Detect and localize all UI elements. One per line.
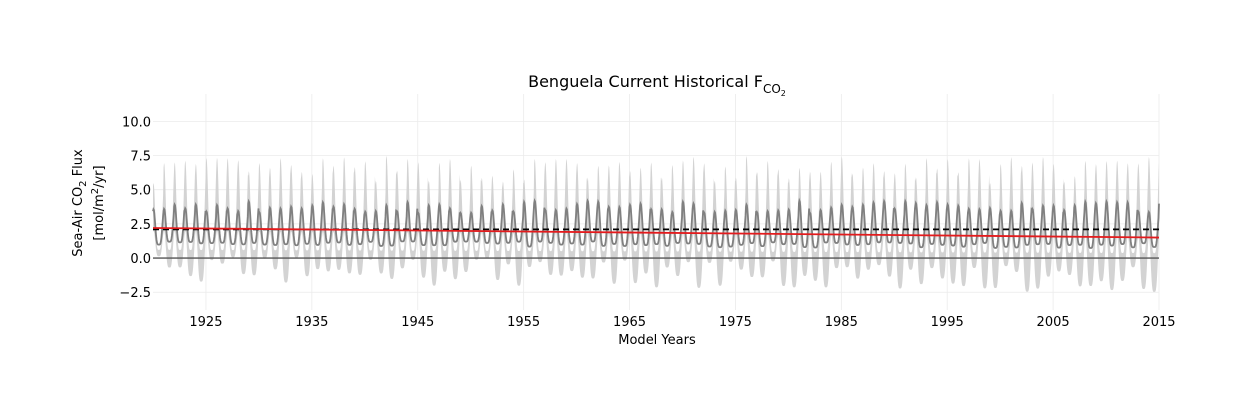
trend-line [152, 227, 1160, 239]
x-axis-label: Model Years [618, 333, 696, 348]
y-tick-label-5: 10.0 [122, 115, 151, 130]
y-axis-label: Sea-Air CO2 Flux [mol/m2/yr] [71, 149, 107, 257]
y-axis-label-line2: [mol/m2/yr] [90, 165, 107, 240]
x-tick-label-1: 1935 [295, 315, 328, 330]
chart-title-subsub: 2 [781, 89, 786, 98]
y-tick-label-3: 5.0 [130, 184, 151, 199]
chart-title-sub: CO [763, 82, 781, 96]
x-tick-label-0: 1925 [189, 315, 222, 330]
y-axis-label-line1: Sea-Air CO2 Flux [71, 149, 89, 257]
x-tick-label-3: 1955 [507, 315, 540, 330]
x-tick-label-4: 1965 [613, 315, 646, 330]
y-tick-label-0: −2.5 [119, 286, 151, 301]
x-tick-label-6: 1985 [825, 315, 858, 330]
ensemble-mean-line [152, 197, 1160, 249]
x-tick-label-7: 1995 [931, 315, 964, 330]
x-tick-label-2: 1945 [401, 315, 434, 330]
y-tick-label-4: 7.5 [130, 150, 151, 165]
x-tick-label-5: 1975 [719, 315, 752, 330]
x-tick-label-8: 2005 [1037, 315, 1070, 330]
line-layer [152, 197, 1160, 259]
y-axis-ticks: −2.5 0.0 2.5 5.0 7.5 10.0 [119, 115, 151, 301]
chart-title: Benguela Current Historical FCO2 [528, 72, 786, 98]
chart-title-main: Benguela Current Historical F [528, 72, 763, 91]
x-tick-label-9: 2015 [1142, 315, 1175, 330]
y-tick-label-2: 2.5 [130, 218, 151, 233]
x-axis-ticks: 1925 1935 1945 1955 1965 1975 1985 1995 2005 2015 [189, 315, 1175, 330]
y-tick-label-1: 0.0 [130, 252, 151, 267]
